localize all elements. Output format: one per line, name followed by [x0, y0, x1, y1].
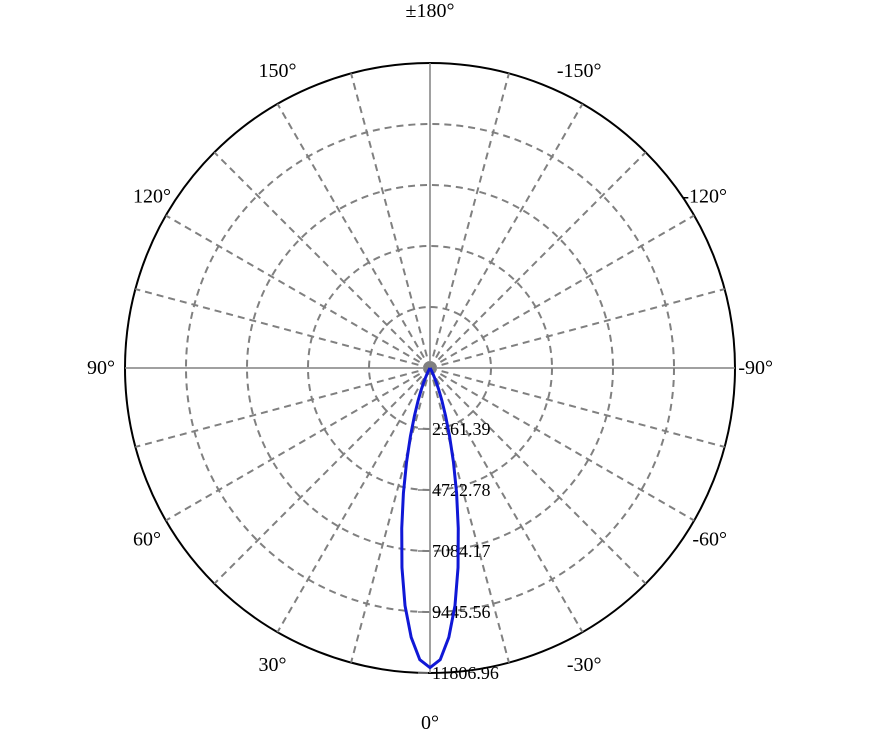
angle-label: 30° [259, 654, 287, 676]
polar-chart: 0° 30° 60° 90° 120° 150° ±180° -150° -120° -90° -6… [0, 0, 876, 737]
angle-label: -90° [738, 357, 773, 379]
angle-label: -120° [682, 186, 727, 208]
radial-label: 4722.78 [432, 480, 491, 500]
radial-label: 7084.17 [432, 541, 491, 561]
angle-label: 120° [133, 186, 171, 208]
angle-label: ±180° [406, 0, 455, 22]
angle-label: 90° [87, 357, 115, 379]
angle-label: 0° [421, 712, 439, 734]
radial-label: 11806.96 [432, 663, 499, 683]
angle-label: -150° [557, 60, 602, 82]
angle-label: -60° [692, 529, 727, 551]
angle-label: 60° [133, 529, 161, 551]
radial-label: 9445.56 [432, 602, 491, 622]
angle-label: -30° [567, 654, 602, 676]
radial-label: 2361.39 [432, 419, 491, 439]
angle-label: 150° [259, 60, 297, 82]
